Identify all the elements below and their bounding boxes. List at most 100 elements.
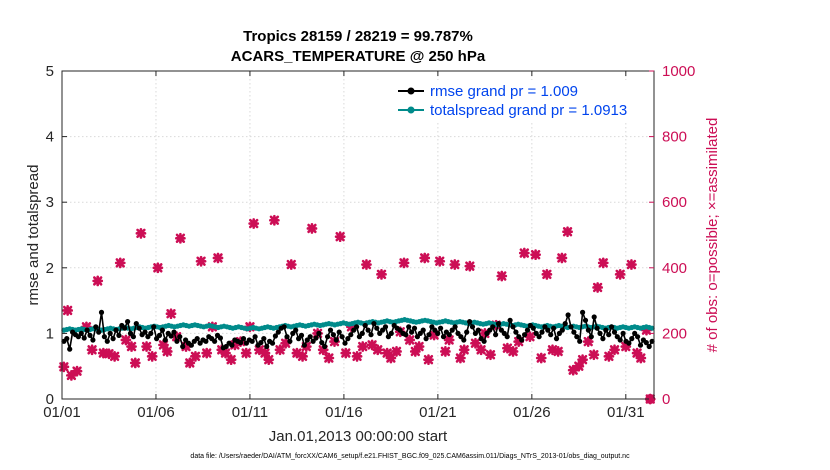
rmse-point <box>611 329 618 335</box>
rmse-point <box>249 338 255 344</box>
rmse-point <box>452 324 458 330</box>
rmse-point <box>411 325 418 331</box>
rmse-point <box>559 327 565 333</box>
rmse-point <box>110 336 116 342</box>
rmse-point <box>87 332 93 338</box>
footnote: data file: /Users/raeder/DAI/ATM_forcXX/… <box>190 453 630 460</box>
rmse-point <box>261 336 267 342</box>
rmse-point <box>423 336 429 342</box>
obs-assimilated-point <box>428 329 440 341</box>
x-tick-label: 01/06 <box>137 404 175 421</box>
rmse-point <box>336 329 342 335</box>
rmse-point <box>571 329 577 335</box>
rmse-point <box>438 325 444 331</box>
obs-assimilated-point <box>66 370 77 381</box>
obs-assimilated-point <box>635 352 647 364</box>
obs-assimilated-point <box>464 260 476 272</box>
obs-assimilated-point <box>86 344 98 356</box>
obs-assimilated-point <box>291 347 303 359</box>
y-tick-label: 2 <box>46 260 54 277</box>
obs-assimilated-point <box>97 347 109 359</box>
obs-assimilated-point <box>556 252 568 264</box>
rmse-point <box>217 335 223 341</box>
obs-assimilated-point <box>455 352 466 364</box>
y2-tick-label: 800 <box>662 129 687 146</box>
x-tick-label: 01/31 <box>607 404 645 421</box>
obs-assimilated-point <box>195 255 207 267</box>
rmse-point <box>348 332 354 338</box>
rmse-point <box>388 330 394 336</box>
y2-tick-label: 0 <box>662 391 670 408</box>
obs-assimilated-point <box>317 344 329 356</box>
rmse-point <box>548 332 554 338</box>
obs-assimilated-point <box>434 255 446 267</box>
rmse-point <box>125 319 131 325</box>
rmse-point <box>281 324 287 330</box>
obs-assimilated-point <box>524 331 536 343</box>
totalspread-point <box>649 325 655 331</box>
rmse-point <box>359 330 365 336</box>
rmse-point <box>116 332 122 338</box>
rmse-point <box>180 343 186 350</box>
obs-assimilated-point <box>443 334 455 346</box>
obs-assimilated-point <box>268 214 280 226</box>
obs-assimilated-point <box>385 352 397 364</box>
obs-assimilated-point <box>458 344 470 356</box>
rmse-point <box>403 332 409 338</box>
rmse-point <box>365 327 371 333</box>
obs-assimilated-point <box>404 334 416 346</box>
obs-assimilated-point <box>631 347 643 359</box>
obs-assimilated-point <box>440 346 451 357</box>
rmse-point <box>136 325 142 331</box>
rmse-point <box>629 336 635 342</box>
rmse-point <box>600 336 606 342</box>
obs-assimilated-point <box>62 305 74 316</box>
obs-assimilated-point <box>58 361 70 373</box>
rmse-point <box>475 327 481 333</box>
rmse-point <box>539 329 545 335</box>
rmse-point <box>649 338 655 344</box>
rmse-point <box>562 321 568 327</box>
obs-assimilated-point <box>641 324 652 336</box>
rmse-point <box>330 332 336 338</box>
rmse-point <box>84 327 90 333</box>
rmse-point <box>133 321 139 327</box>
rmse-point <box>464 329 470 335</box>
obs-assimilated-point <box>103 348 115 360</box>
rmse-point <box>490 324 496 330</box>
rmse-point <box>536 334 542 340</box>
rmse-point <box>96 329 102 335</box>
obs-assimilated-point <box>165 308 177 320</box>
y2-axis-label: # of obs: o=possible; ×=assimilated <box>704 118 721 353</box>
rmse-point <box>148 330 154 336</box>
rmse-point <box>319 340 325 346</box>
rmse-point <box>635 334 641 340</box>
x-tick-label: 01/11 <box>232 404 268 421</box>
obs-assimilated-point <box>357 341 369 352</box>
x-axis-ticks: 01/01 01/06 01/11 01/16 01/21 01/26 01/31 <box>43 71 645 421</box>
obs-assimilated-point <box>81 321 92 333</box>
obs-assimilated-point <box>334 231 346 243</box>
obs-assimilated-point <box>229 339 241 351</box>
rmse-point <box>551 325 557 331</box>
rmse-point <box>580 309 586 315</box>
rmse-point <box>493 332 499 338</box>
obs-assimilated-point <box>376 268 387 280</box>
rmse-point <box>325 334 331 340</box>
rmse-point <box>252 334 258 340</box>
rmse-point <box>174 338 180 344</box>
rmse-point <box>643 340 649 346</box>
rmse-point <box>342 340 348 346</box>
obs-assimilated-point <box>391 346 402 357</box>
obs-assimilated-point <box>419 252 431 264</box>
obs-assimilated-point <box>109 350 121 362</box>
rmse-point <box>229 342 235 348</box>
rmse-point <box>626 340 632 346</box>
obs-assimilated-point <box>126 341 137 352</box>
obs-assimilated-point <box>280 337 292 349</box>
obs-assimilated-point <box>297 350 308 362</box>
rmse-point <box>420 327 426 333</box>
rmse-point <box>426 332 432 338</box>
rmse-point <box>620 330 626 336</box>
